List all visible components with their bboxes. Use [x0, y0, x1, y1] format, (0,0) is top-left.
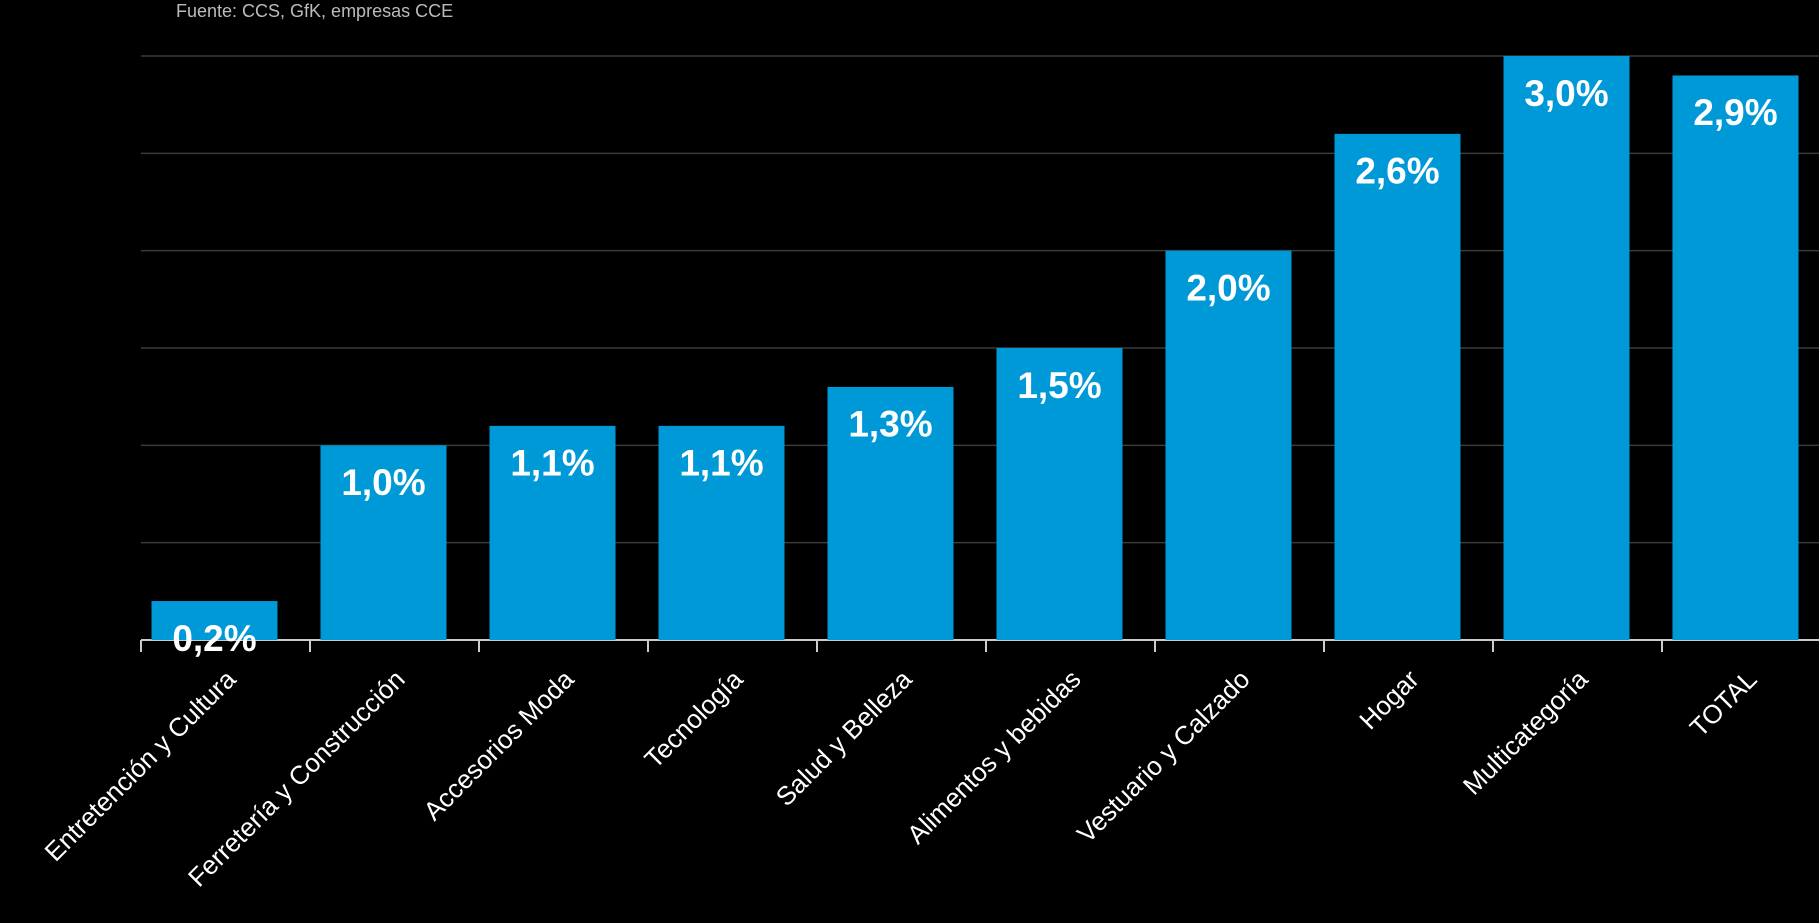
bar	[996, 348, 1123, 640]
bar	[1672, 75, 1799, 640]
value-label: 2,9%	[1693, 92, 1777, 133]
bar	[1503, 56, 1630, 640]
value-label: 1,1%	[510, 443, 594, 484]
bar	[151, 601, 278, 640]
value-label: 1,3%	[848, 404, 932, 445]
source-note: Fuente: CCS, GfK, empresas CCE	[176, 1, 453, 21]
bar	[1165, 250, 1292, 640]
value-label: 1,1%	[679, 443, 763, 484]
value-label: 1,0%	[341, 462, 425, 503]
value-label: 0,2%	[172, 618, 256, 659]
bar	[827, 386, 954, 640]
bar	[1334, 133, 1461, 640]
bar	[658, 425, 785, 640]
value-label: 3,0%	[1524, 73, 1608, 114]
value-label: 2,6%	[1355, 151, 1439, 192]
bar	[320, 445, 447, 640]
value-label: 1,5%	[1017, 365, 1101, 406]
bar	[489, 425, 616, 640]
value-label: 2,0%	[1186, 267, 1270, 308]
